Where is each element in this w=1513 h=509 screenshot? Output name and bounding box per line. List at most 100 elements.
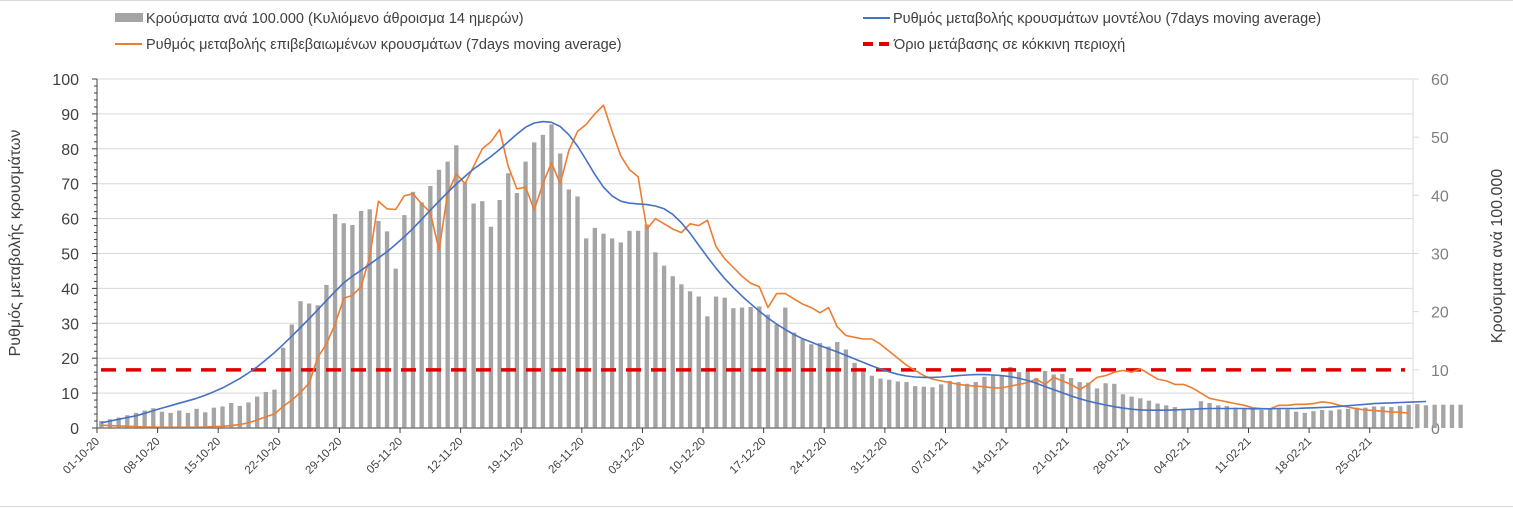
bar xyxy=(1025,369,1030,428)
confirmed-rate-line xyxy=(101,104,1409,429)
bar xyxy=(1129,396,1134,428)
bar xyxy=(1371,406,1377,428)
bar xyxy=(393,268,398,428)
x-tick-label: 31-12-20 xyxy=(849,436,890,477)
bar xyxy=(1311,411,1316,428)
bar xyxy=(566,189,572,428)
bar xyxy=(1397,405,1403,428)
bar xyxy=(497,199,502,428)
left-tick-label: 90 xyxy=(61,107,79,124)
bar xyxy=(809,344,814,428)
bar xyxy=(255,396,260,428)
bar xyxy=(635,230,641,428)
bar xyxy=(1267,408,1273,428)
bar xyxy=(843,349,849,428)
bar xyxy=(402,215,407,428)
bar xyxy=(696,296,701,428)
right-tick-label: 50 xyxy=(1431,130,1449,147)
left-tick-label: 30 xyxy=(61,316,79,333)
bar xyxy=(584,238,589,428)
bar xyxy=(376,220,381,428)
bar xyxy=(999,375,1004,428)
bar xyxy=(350,224,355,428)
bar xyxy=(428,186,433,428)
bar xyxy=(895,381,901,428)
bar xyxy=(835,341,840,428)
legend-item-confirmed-rate: Ρυθμός μεταβολής επιβεβαιωμένων κρουσμάτ… xyxy=(115,37,622,53)
bar xyxy=(887,379,892,428)
bar xyxy=(757,306,762,428)
bar xyxy=(973,382,978,428)
bar xyxy=(1328,410,1333,428)
bar xyxy=(748,307,753,428)
x-tick-label: 03-12-20 xyxy=(607,436,648,477)
bar xyxy=(410,191,416,428)
right-tick-label: 30 xyxy=(1431,247,1449,264)
bar xyxy=(618,242,623,428)
bar xyxy=(826,346,831,428)
bar xyxy=(947,380,952,428)
x-tick-label: 17-12-20 xyxy=(728,436,769,477)
legend-label-cases: Κρούσματα ανά 100.000 (Κυλιόμενο άθροισμ… xyxy=(146,11,524,27)
bar xyxy=(956,382,961,428)
bar xyxy=(419,202,424,428)
bar xyxy=(1077,382,1082,428)
bar xyxy=(1276,408,1281,428)
bar xyxy=(116,417,121,428)
bar xyxy=(878,378,883,428)
model-rate-line xyxy=(101,120,1427,424)
bar xyxy=(601,233,606,428)
line-series xyxy=(101,104,1427,429)
bar xyxy=(159,411,165,428)
bar xyxy=(306,303,312,428)
bar xyxy=(229,402,234,428)
bar xyxy=(817,343,823,428)
bar xyxy=(220,406,225,428)
bar xyxy=(203,412,208,428)
bar xyxy=(1068,377,1074,428)
bar xyxy=(177,410,182,428)
bar xyxy=(194,408,199,428)
bar xyxy=(783,307,788,428)
legend-item-cases: Κρούσματα ανά 100.000 (Κυλιόμενο άθροισμ… xyxy=(115,11,524,27)
bar xyxy=(713,296,719,428)
bar xyxy=(532,142,537,428)
bar xyxy=(289,324,294,428)
bar xyxy=(1060,373,1065,428)
left-axis: 0 10 20 30 40 50 60 70 80 90 100 xyxy=(52,72,98,438)
bar xyxy=(540,134,546,428)
bar xyxy=(125,415,130,428)
bar xyxy=(1216,405,1221,428)
left-tick-label: 100 xyxy=(52,72,79,89)
bar xyxy=(549,124,554,429)
bar xyxy=(1449,404,1455,428)
bar xyxy=(765,314,771,428)
bar xyxy=(1432,404,1437,428)
bar xyxy=(1406,404,1411,428)
bar xyxy=(705,316,710,428)
bar xyxy=(774,324,779,428)
bar xyxy=(679,284,684,428)
x-tick-label: 04-02-21 xyxy=(1152,436,1193,477)
bar xyxy=(964,383,970,428)
gridlines xyxy=(97,78,1413,394)
bar xyxy=(852,362,857,428)
bar xyxy=(1345,408,1351,428)
left-tick-label: 50 xyxy=(61,247,79,264)
bar xyxy=(506,173,511,428)
bar xyxy=(99,421,104,428)
x-tick-label: 22-10-20 xyxy=(243,436,284,477)
x-tick-label: 05-11-20 xyxy=(365,436,405,476)
left-tick-label: 10 xyxy=(61,386,79,403)
legend-label-red-threshold: Όριο μετάβασης σε κόκκινη περιοχή xyxy=(893,37,1125,53)
bar xyxy=(384,231,390,428)
bar xyxy=(670,276,675,428)
bar xyxy=(1302,412,1307,428)
left-tick-label: 0 xyxy=(70,421,79,438)
bar xyxy=(904,382,909,428)
bar xyxy=(930,387,935,428)
bar xyxy=(168,412,173,428)
right-tick-label: 40 xyxy=(1431,188,1449,205)
bar xyxy=(1120,394,1126,428)
